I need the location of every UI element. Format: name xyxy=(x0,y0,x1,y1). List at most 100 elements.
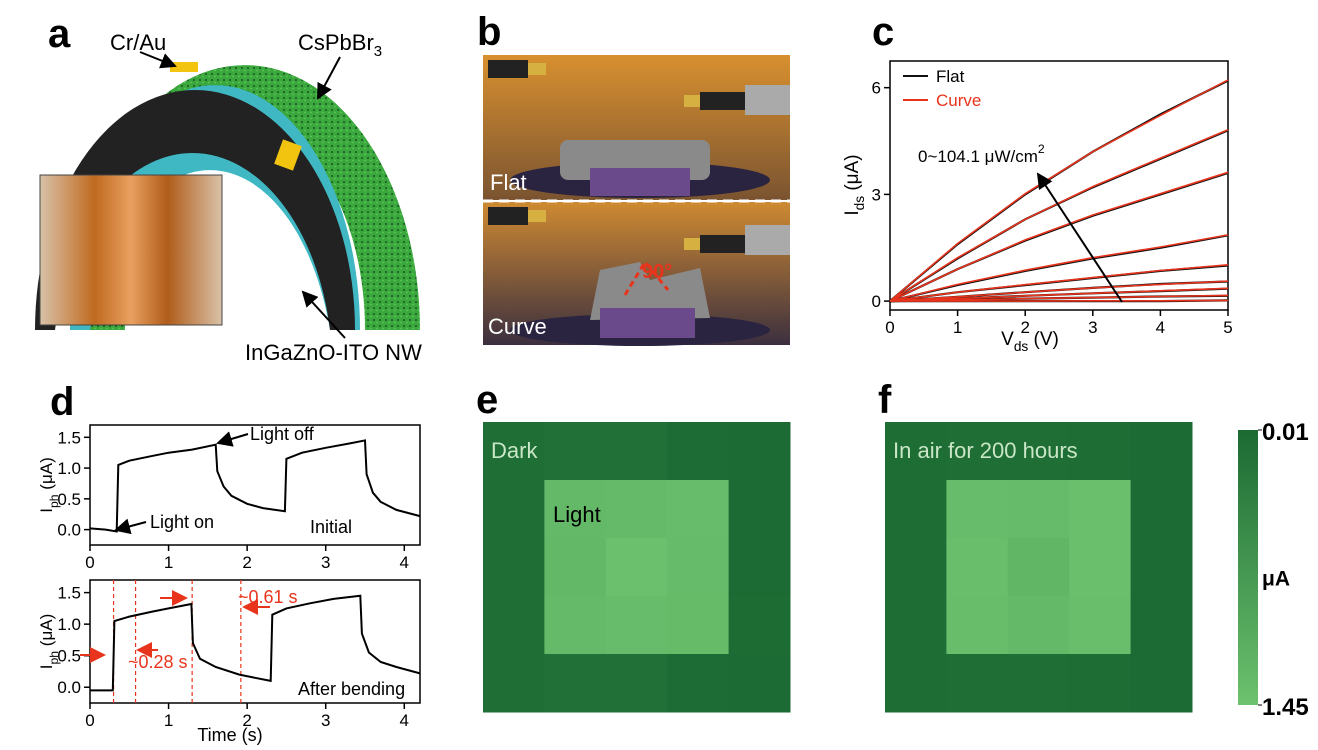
electrode xyxy=(170,62,198,72)
x-tick-label: 3 xyxy=(1088,318,1097,337)
panel-label: f xyxy=(878,378,892,422)
annotation: Light xyxy=(553,502,601,527)
heatmap-cell xyxy=(1069,480,1131,539)
label: InGaZnO-ITO NW xyxy=(245,340,422,365)
heatmap-cell xyxy=(729,480,791,539)
heatmap-cell xyxy=(1069,422,1131,481)
y-tick-label: 1.0 xyxy=(57,459,81,478)
annotation: After bending xyxy=(298,679,405,699)
data-line xyxy=(90,440,420,531)
y-tick-label: 1.0 xyxy=(57,615,81,634)
x-tick-label: 4 xyxy=(1156,318,1165,337)
heatmap-cell xyxy=(1008,480,1070,539)
heatmap-cell xyxy=(946,654,1008,713)
label: Curve xyxy=(488,314,547,339)
annotation: Light off xyxy=(250,424,315,444)
x-axis-label: ds xyxy=(1014,339,1029,354)
y-axis-label: (μA) xyxy=(842,154,863,196)
annotation: ~0.61 s xyxy=(238,587,298,607)
angle-label: 90° xyxy=(642,261,672,283)
heatmap-cell xyxy=(1008,654,1070,713)
heatmap-cell xyxy=(1069,654,1131,713)
heatmap-cell xyxy=(544,538,606,597)
x-tick-label: 2 xyxy=(242,553,251,572)
legend-label: Flat xyxy=(936,67,965,86)
heatmap-cell xyxy=(667,422,729,481)
annotation: 0~104.1 μW/cm2 xyxy=(918,142,1045,166)
y-tick-label: 3 xyxy=(872,185,881,204)
x-axis-label: Time (s) xyxy=(197,725,262,745)
heatmap-cell xyxy=(606,538,668,597)
x-tick-label: 3 xyxy=(321,711,330,730)
heatmap-cell xyxy=(483,654,545,713)
heatmap-cell xyxy=(729,654,791,713)
heatmap-title: Dark xyxy=(491,438,538,463)
label: CsPbBr3 xyxy=(298,30,382,60)
x-tick-label: 1 xyxy=(953,318,962,337)
heatmap-cell xyxy=(1131,480,1193,539)
annotation: Light on xyxy=(150,512,214,532)
heatmap-cell xyxy=(1131,654,1193,713)
heatmap-cell xyxy=(667,538,729,597)
y-axis-label: (μA) xyxy=(37,614,56,651)
data-line xyxy=(90,596,420,691)
panel-label: d xyxy=(50,380,74,424)
heatmap-cell xyxy=(946,596,1008,655)
x-axis-label: Vds (V) xyxy=(1001,329,1059,354)
heatmap-cell xyxy=(885,538,947,597)
label: Cr/Au xyxy=(110,30,166,55)
colorbar-tick-label: 0.01 xyxy=(1262,419,1309,446)
heatmap-cell xyxy=(667,654,729,713)
inset-photo xyxy=(40,175,222,325)
y-axis-label: ph xyxy=(47,651,61,665)
colorbar xyxy=(1238,430,1258,705)
heatmap-cell xyxy=(606,422,668,481)
device-illustration xyxy=(35,52,420,338)
panel-label: b xyxy=(477,10,501,54)
photo xyxy=(483,55,790,346)
heatmap-cell xyxy=(946,480,1008,539)
heatmap-cell xyxy=(1131,538,1193,597)
heatmap-cell xyxy=(729,538,791,597)
heatmap-cell xyxy=(544,422,606,481)
x-tick-label: 0 xyxy=(885,318,894,337)
panel-label: e xyxy=(476,378,498,422)
x-tick-label: 1 xyxy=(164,553,173,572)
heatmap-cell xyxy=(1069,596,1131,655)
annotation: Initial xyxy=(310,517,352,537)
y-axis-label: (μA) xyxy=(37,457,56,494)
heatmap-cell xyxy=(1069,538,1131,597)
y-tick-label: 6 xyxy=(872,79,881,98)
y-tick-label: 0.0 xyxy=(57,678,81,697)
heatmap-cell xyxy=(483,596,545,655)
heatmap-cell xyxy=(1131,422,1193,481)
arrow xyxy=(218,434,248,443)
y-axis-label: Ids (μA) xyxy=(842,154,867,215)
label: Flat xyxy=(490,170,527,195)
heatmap-cell xyxy=(946,538,1008,597)
annotation: 0~104.1 μW/cm xyxy=(918,147,1038,166)
heatmap-cell xyxy=(606,596,668,655)
heatmap-cell xyxy=(667,596,729,655)
heatmap-cell xyxy=(1131,596,1193,655)
x-axis-label: (V) xyxy=(1028,329,1059,350)
data-line xyxy=(890,300,1228,301)
label: CsPbBr xyxy=(298,30,374,55)
y-tick-label: 0.0 xyxy=(57,521,81,540)
panel-label: c xyxy=(872,10,894,54)
heatmap-cell xyxy=(544,596,606,655)
x-tick-label: 3 xyxy=(321,553,330,572)
heatmap-cell xyxy=(729,596,791,655)
y-tick-label: 1.5 xyxy=(57,428,81,447)
heatmap-cell xyxy=(544,654,606,713)
heatmap-title: In air for 200 hours xyxy=(893,438,1078,463)
legend-label: Curve xyxy=(936,91,981,110)
heatmap-cell xyxy=(885,654,947,713)
x-tick-label: 4 xyxy=(400,553,409,572)
y-axis-label: ph xyxy=(47,494,61,508)
heatmap-cell xyxy=(1008,596,1070,655)
x-tick-label: 0 xyxy=(85,711,94,730)
annotation: ~0.28 s xyxy=(128,652,188,672)
arrow xyxy=(116,522,146,530)
x-axis-label: V xyxy=(1001,329,1014,350)
